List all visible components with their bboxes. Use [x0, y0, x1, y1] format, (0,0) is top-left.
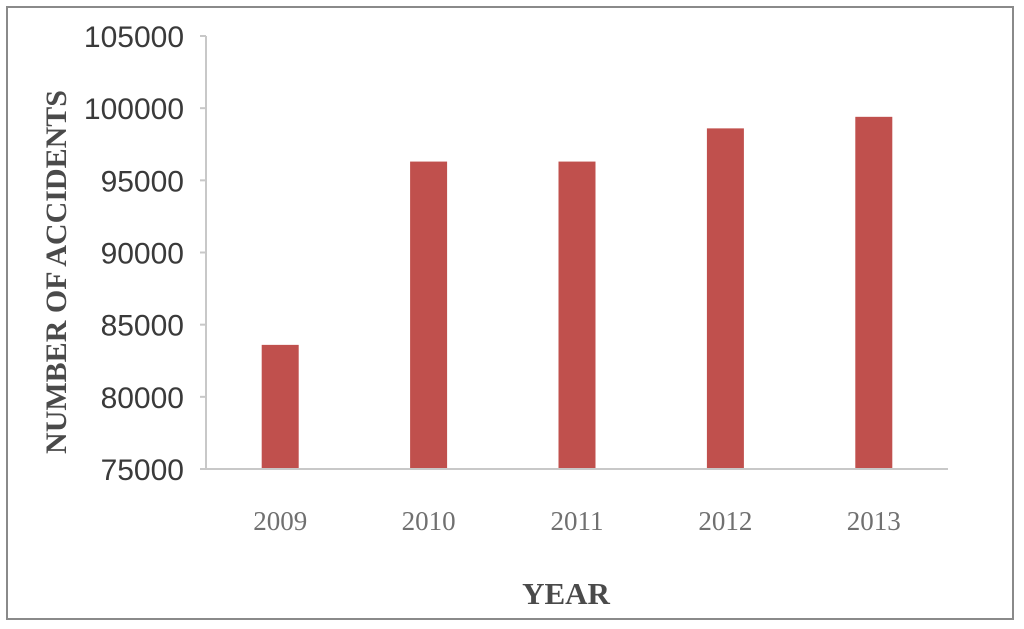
x-tick-label: 2013 — [847, 506, 901, 536]
x-tick-labels: 2009 2010 2011 2012 2013 — [253, 506, 901, 536]
x-tick-label: 2010 — [402, 506, 456, 536]
bar-2013 — [855, 116, 893, 470]
y-tick-label: 80000 — [101, 382, 184, 415]
y-tick-label: 90000 — [101, 238, 184, 271]
bar-2010 — [410, 161, 448, 469]
x-axis-label: YEAR — [522, 576, 610, 611]
chart-frame — [6, 6, 1014, 620]
y-tick-label: 100000 — [84, 93, 184, 126]
y-tick-label: 85000 — [101, 310, 184, 343]
bar-2011 — [558, 161, 596, 469]
y-tick-label: 105000 — [84, 21, 184, 54]
y-tick-label: 75000 — [101, 454, 184, 487]
y-tick-marks — [200, 35, 206, 470]
y-tick-label: 95000 — [101, 165, 184, 198]
x-tick-label: 2009 — [253, 506, 307, 536]
y-axis-label: NUMBER OF ACCIDENTS — [40, 90, 73, 454]
y-tick-labels: 105000 100000 95000 90000 85000 80000 75000 — [84, 21, 184, 487]
bar-2009 — [261, 344, 299, 469]
x-tick-label: 2012 — [698, 506, 752, 536]
bar-2012 — [706, 128, 744, 469]
x-tick-label: 2011 — [551, 506, 604, 536]
bars — [261, 116, 893, 470]
